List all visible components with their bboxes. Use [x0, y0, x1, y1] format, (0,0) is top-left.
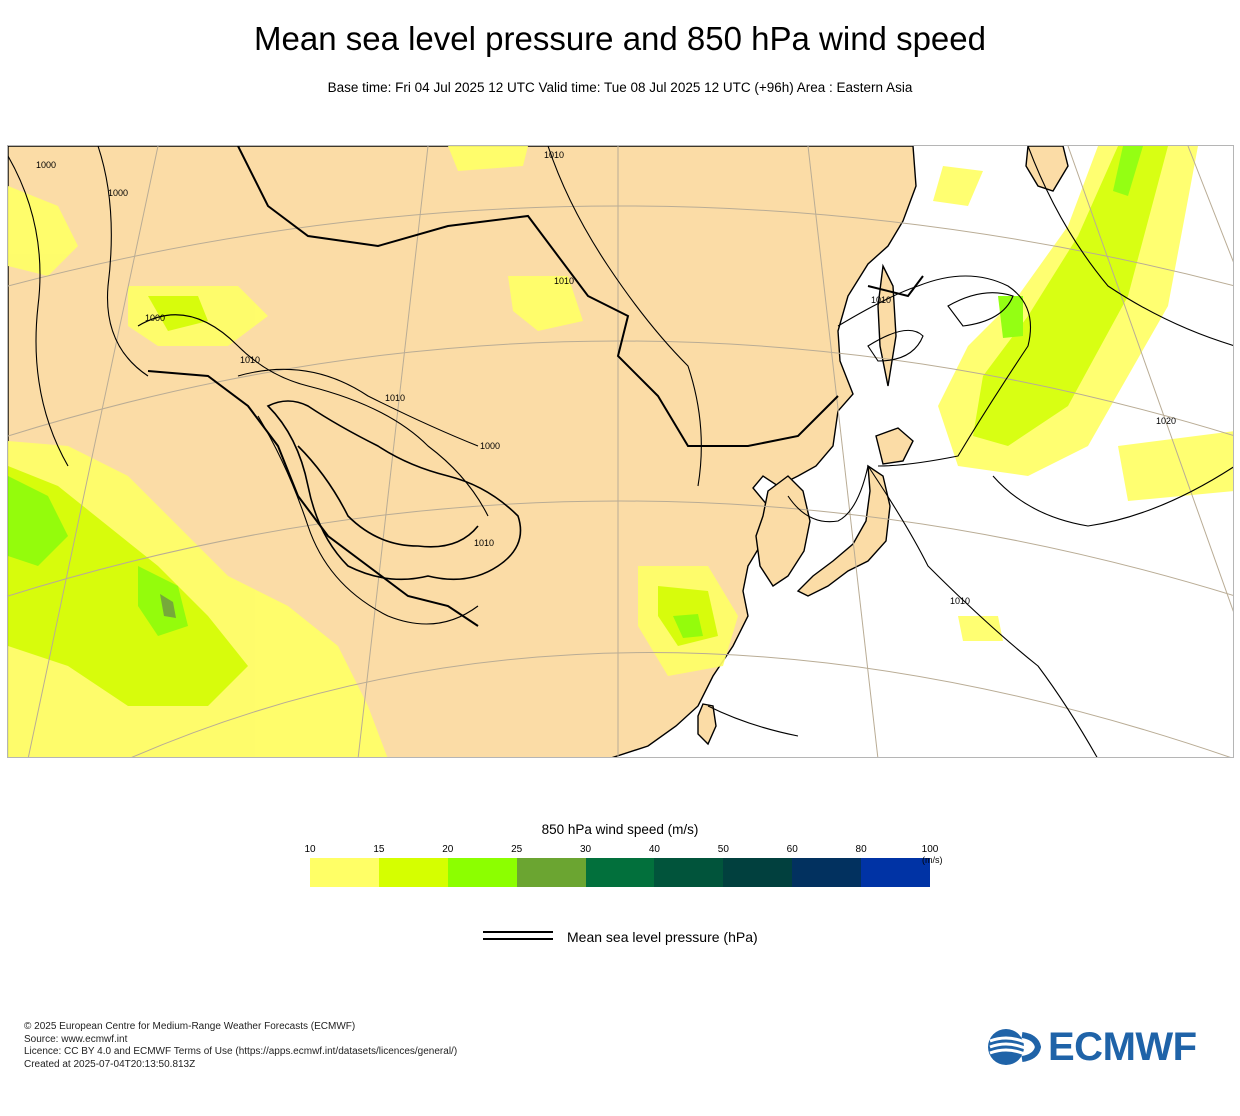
chart-subtitle: Base time: Fri 04 Jul 2025 12 UTC Valid …: [327, 80, 913, 95]
ecmwf-logo-text: ECMWF: [1048, 1024, 1197, 1069]
japan-islands: [796, 464, 891, 597]
colorbar-tick-label: 20: [442, 844, 454, 855]
colorbar-tick-label: 80: [855, 844, 867, 855]
footer-copyright: © 2025 European Centre for Medium-Range …: [24, 1021, 356, 1032]
ecmwf-logo: ECMWF: [986, 1024, 1221, 1070]
isobar-legend-symbol: [483, 931, 553, 940]
isobar-label: 1010: [554, 276, 574, 286]
chart-title: Mean sea level pressure and 850 hPa wind…: [254, 20, 986, 57]
colorbar: [310, 858, 931, 887]
isobar-labels: 1000 1000 1000 1010 1010 1010 1000 1010 …: [36, 150, 1176, 606]
colorbar-segment: [585, 858, 655, 887]
footer-created: Created at 2025-07-04T20:13:50.813Z: [24, 1058, 196, 1070]
korea-peninsula: [755, 475, 811, 587]
isobar-legend-label: Mean sea level pressure (hPa): [567, 929, 758, 945]
terrain-contours: [266, 400, 522, 581]
footer-source: Source: www.ecmwf.int: [24, 1033, 128, 1045]
footer-licence: Licence: CC BY 4.0 and ECMWF Terms of Us…: [24, 1046, 458, 1057]
isobar-label: 1010: [385, 393, 405, 403]
isobars: [8, 146, 1233, 757]
colorbar-tick-label: 30: [579, 844, 592, 855]
taiwan: [697, 703, 717, 746]
colorbar-segment: [861, 858, 931, 887]
colorbar-segment: [310, 858, 379, 887]
hokkaido: [875, 427, 914, 465]
isobar-label: 1010: [474, 538, 494, 548]
sakhalin: [877, 263, 897, 387]
wind-speed-shading: [8, 146, 1233, 757]
colorbar-segment: [654, 858, 724, 887]
colorbar-tick-label: 10: [304, 844, 316, 855]
isobar-label: 1000: [145, 313, 165, 323]
isobar-label: 1010: [240, 355, 260, 365]
colorbar-segment: [378, 858, 448, 887]
colorbar-tick-label: 25: [511, 844, 523, 855]
footer-credits: © 2025 European Centre for Medium-Range …: [24, 1021, 457, 1071]
map-canvas: 1000 1000 1000 1010 1010 1010 1000 1010 …: [8, 146, 1233, 757]
colorbar-tick-label: 100: [921, 844, 939, 855]
colorbar-segment: [447, 858, 517, 887]
graticule: [8, 146, 1233, 757]
colorbar-tick-label: 50: [717, 844, 729, 855]
isobar-label: 1010: [871, 295, 891, 305]
map-panel[interactable]: 1000 1000 1000 1010 1010 1010 1000 1010 …: [7, 145, 1234, 758]
country-borders: [147, 146, 924, 627]
isobar-label: 1000: [36, 160, 56, 170]
ecmwf-logo-icon: [988, 1029, 1042, 1065]
colorbar-tick-label: 15: [373, 844, 385, 855]
colorbar-segment: [516, 858, 586, 887]
kamchatka: [1025, 146, 1069, 192]
isobar-label: 1010: [950, 596, 970, 606]
isobar-label: 1010: [544, 150, 564, 160]
colorbar-unit: (m/s): [922, 855, 943, 865]
colorbar-tick-label: 60: [786, 844, 798, 855]
isobar-label: 1000: [108, 188, 128, 198]
colorbar-segment: [723, 858, 793, 887]
isobar-label: 1000: [480, 441, 500, 451]
isobar-label: 1020: [1156, 416, 1176, 426]
colorbar-title: 850 hPa wind speed (m/s): [541, 822, 699, 837]
colorbar-tick-label: 40: [648, 844, 660, 855]
colorbar-segment: [792, 858, 862, 887]
